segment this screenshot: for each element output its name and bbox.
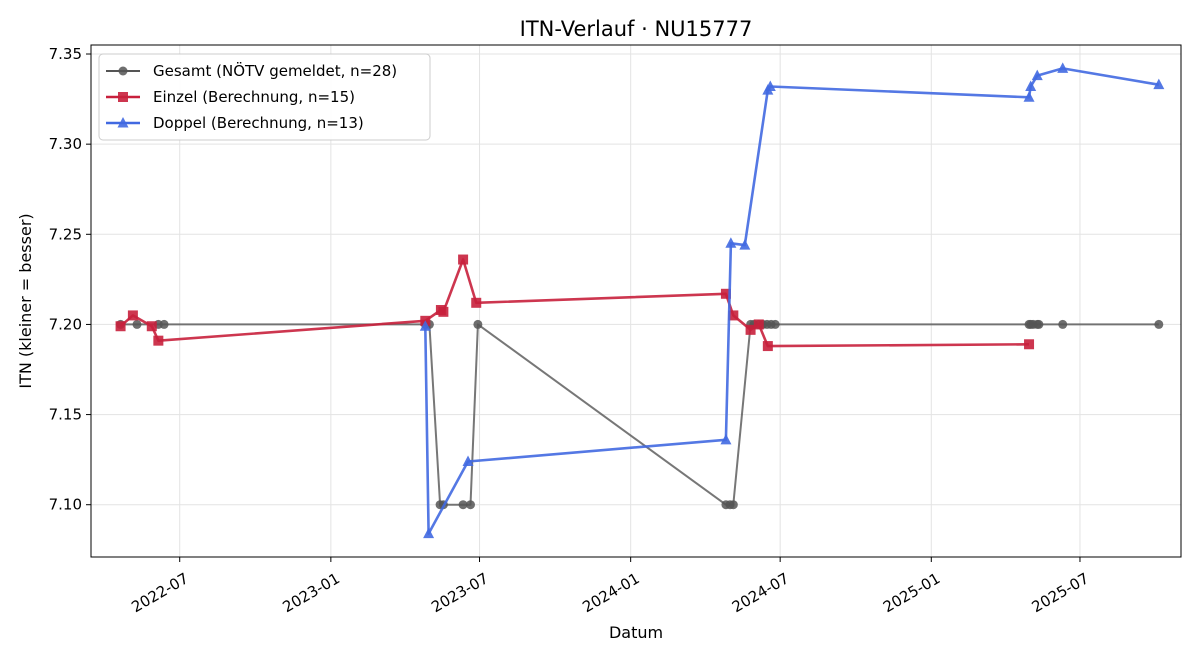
data-point-gesamt (465, 500, 475, 510)
data-point-einzel (1024, 339, 1035, 350)
data-point-doppel (720, 433, 732, 445)
data-point-doppel (764, 80, 776, 91)
legend-label-doppel: Doppel (Berechnung, n=13) (153, 114, 364, 132)
legend-marker-gesamt (118, 66, 128, 76)
y-tick-label: 7.10 (49, 496, 82, 514)
data-point-einzel (146, 321, 157, 332)
data-point-einzel (458, 254, 469, 265)
data-point-gesamt (473, 319, 483, 329)
series-layer (115, 62, 1165, 539)
data-point-einzel (115, 321, 126, 332)
y-tick-label: 7.15 (49, 406, 82, 424)
data-point-einzel (438, 306, 449, 317)
data-point-einzel (745, 324, 756, 335)
data-point-gesamt (1058, 319, 1068, 329)
data-point-gesamt (770, 319, 780, 329)
legend: Gesamt (NÖTV gemeldet, n=28) Einzel (Bere… (98, 53, 431, 141)
data-point-gesamt (1034, 319, 1044, 329)
data-point-einzel (153, 335, 164, 346)
chart-title: ITN-Verlauf · NU15777 (520, 17, 753, 41)
data-point-einzel (762, 341, 773, 352)
data-point-doppel (739, 239, 751, 250)
data-point-gesamt (1154, 319, 1164, 329)
y-tick-label: 7.25 (49, 225, 82, 243)
data-point-einzel (720, 288, 731, 299)
data-point-einzel (471, 297, 482, 308)
y-tick-label: 7.35 (49, 45, 82, 63)
data-point-einzel (728, 310, 739, 321)
data-point-doppel (1031, 69, 1043, 81)
legend-label-gesamt: Gesamt (NÖTV gemeldet, n=28) (153, 61, 397, 80)
data-point-einzel (127, 310, 138, 321)
series-doppel (419, 62, 1165, 539)
data-point-gesamt (132, 319, 142, 329)
y-axis-label: ITN (kleiner = besser) (16, 213, 35, 388)
y-tick-label: 7.30 (49, 135, 82, 153)
data-point-doppel (1025, 80, 1037, 91)
data-point-doppel (1057, 62, 1069, 73)
data-point-doppel (1153, 78, 1165, 90)
data-point-einzel (753, 319, 764, 330)
x-axis-label: Datum (609, 623, 663, 642)
legend-box (98, 53, 431, 141)
legend-marker-doppel (117, 117, 129, 128)
data-point-gesamt (159, 319, 169, 329)
data-point-doppel (419, 320, 431, 331)
plot-frame (90, 44, 1182, 558)
data-point-doppel (725, 237, 737, 248)
y-tick-label: 7.20 (49, 315, 82, 333)
data-point-doppel (462, 455, 474, 466)
data-point-gesamt (728, 500, 738, 510)
data-point-doppel (1023, 91, 1035, 102)
data-point-doppel (423, 527, 435, 539)
legend-marker-einzel (118, 92, 128, 102)
legend-label-einzel: Einzel (Berechnung, n=15) (153, 88, 355, 106)
data-point-gesamt (458, 500, 468, 510)
